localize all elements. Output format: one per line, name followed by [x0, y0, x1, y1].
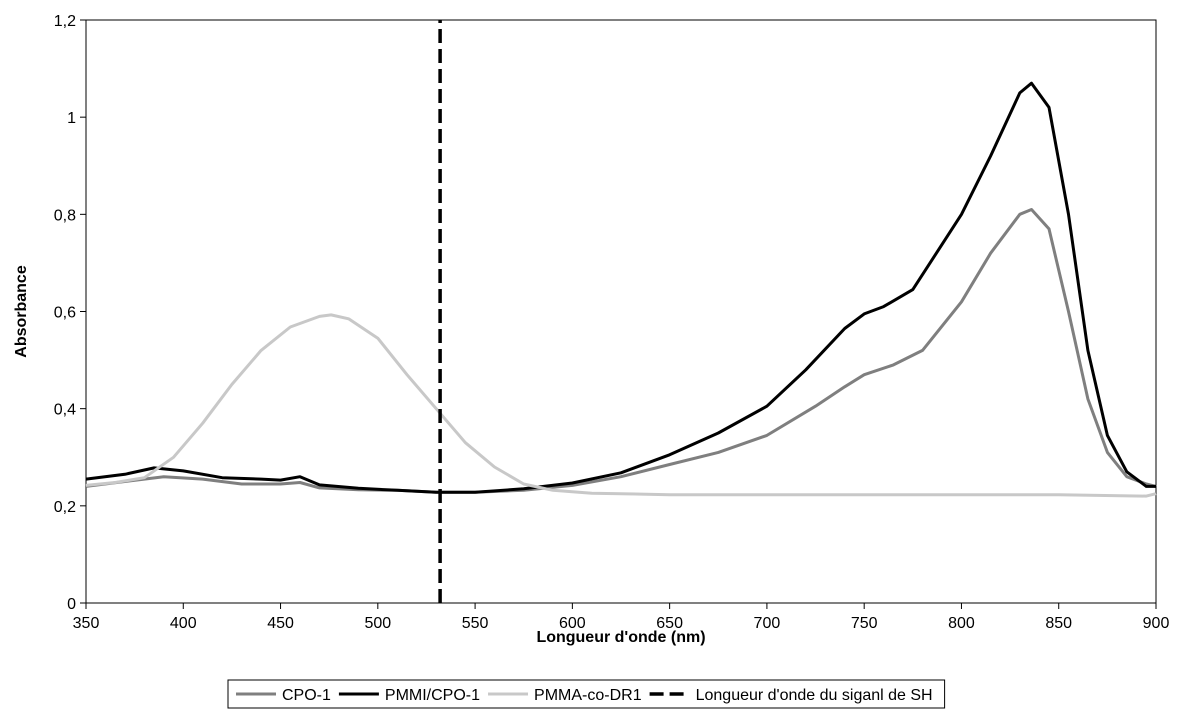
legend-label-2: PMMI/CPO-1 [385, 687, 480, 704]
x-tick-label: 400 [170, 615, 197, 632]
x-tick-label: 750 [851, 615, 878, 632]
y-tick-label: 0 [67, 596, 76, 613]
y-tick-label: 0,8 [54, 207, 76, 224]
x-tick-label: 450 [267, 615, 294, 632]
y-tick-label: 0,2 [54, 499, 76, 516]
series-layer [85, 20, 1157, 603]
x-tick-label: 800 [948, 615, 975, 632]
y-tick-label: 1,2 [54, 13, 76, 30]
x-tick-label: 500 [364, 615, 391, 632]
legend-label-3: PMMA-co-DR1 [534, 687, 642, 704]
series-line-1 [85, 208, 1157, 494]
y-axis: 0 0,2 0,4 0,6 0,8 1 1,2 [54, 13, 86, 613]
plot-border [85, 19, 1157, 604]
legend-label-4: Longueur d'onde du siganl de SH [696, 687, 933, 704]
y-tick-label: 0,6 [54, 305, 76, 322]
x-tick-label: 700 [754, 615, 781, 632]
legend-label-1: CPO-1 [282, 687, 331, 704]
x-tick-label: 550 [462, 615, 489, 632]
x-tick-label: 650 [656, 615, 683, 632]
x-axis: 350 400 450 500 550 600 650 700 750 800 850 900 [73, 603, 1170, 632]
y-tick-label: 0,4 [54, 402, 76, 419]
plot-area [85, 19, 1157, 604]
x-tick-label: 600 [559, 615, 586, 632]
legend: CPO-1 PMMI/CPO-1 PMMA-co-DR1 Longueur d'ond… [227, 679, 946, 709]
x-tick-label: 350 [73, 615, 100, 632]
y-tick-label: 1 [67, 110, 76, 127]
series-line-2 [85, 81, 1156, 494]
y-axis-title: Absorbance [13, 265, 30, 358]
x-tick-label: 850 [1045, 615, 1072, 632]
x-axis-title: Longueur d'onde (nm) [536, 629, 705, 646]
x-tick-label: 900 [1143, 615, 1170, 632]
series-line-3 [85, 313, 1157, 498]
